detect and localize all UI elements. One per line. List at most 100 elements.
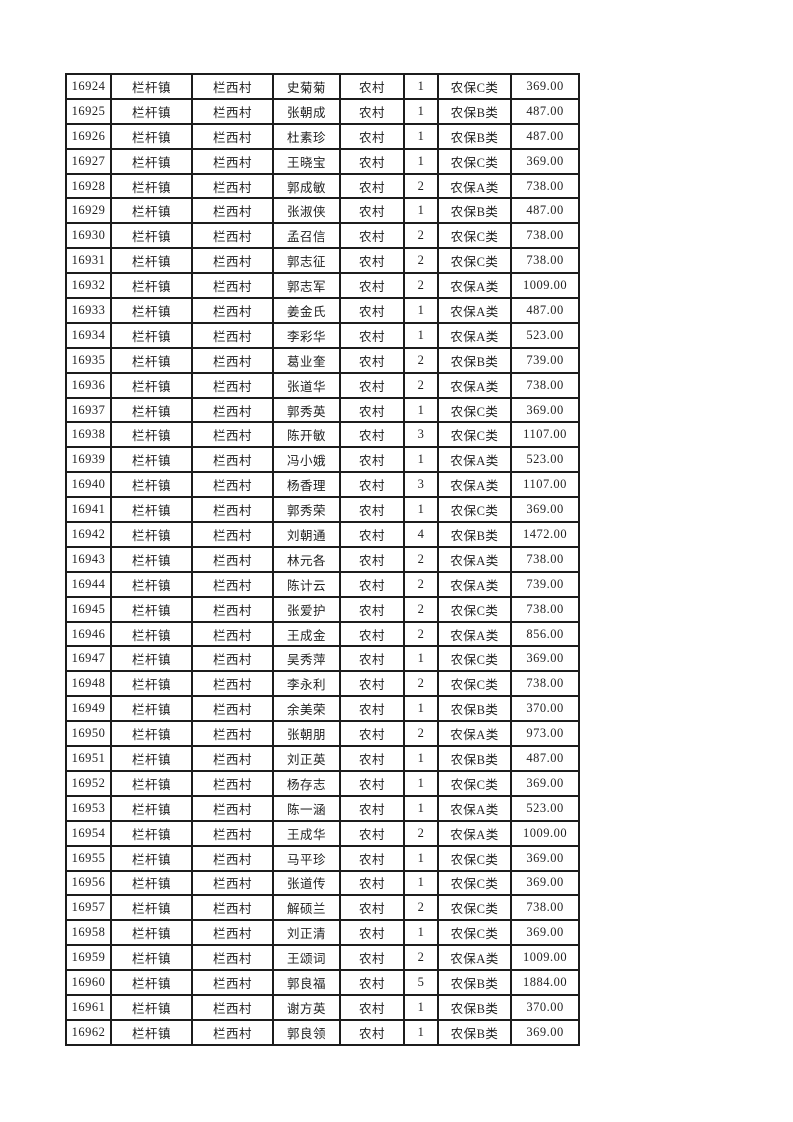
- cell-village: 栏西村: [191, 471, 274, 499]
- cell-name: 姜金氏: [272, 297, 341, 324]
- cell-village: 栏西村: [191, 272, 274, 300]
- cell-name: 王颂词: [272, 944, 341, 972]
- cell-category: 农保C类: [437, 645, 512, 673]
- cell-id: 16954: [65, 819, 112, 847]
- cell-category: 农保A类: [437, 471, 512, 499]
- cell-type: 农村: [339, 73, 405, 100]
- table-row: 16946 栏杆镇 栏西村 王成金 农村 2 农保A类 856.00: [65, 620, 580, 648]
- cell-id: 16957: [65, 894, 112, 922]
- cell-town: 栏杆镇: [110, 595, 193, 623]
- cell-amount: 738.00: [510, 595, 580, 623]
- cell-type: 农村: [339, 297, 405, 324]
- cell-id: 16931: [65, 247, 112, 275]
- cell-id: 16945: [65, 595, 112, 623]
- cell-amount: 738.00: [510, 371, 580, 399]
- cell-type: 农村: [339, 894, 405, 922]
- cell-village: 栏西村: [191, 297, 274, 324]
- cell-count: 5: [403, 969, 439, 996]
- table-row: 16926 栏杆镇 栏西村 杜素珍 农村 1 农保B类 487.00: [65, 122, 580, 150]
- cell-count: 1: [403, 745, 439, 772]
- table-row: 16935 栏杆镇 栏西村 葛业奎 农村 2 农保B类 739.00: [65, 346, 580, 374]
- cell-name: 马平珍: [272, 844, 341, 872]
- cell-amount: 739.00: [510, 346, 580, 374]
- cell-count: 2: [403, 595, 439, 623]
- cell-id: 16962: [65, 1018, 112, 1046]
- cell-count: 1: [403, 794, 439, 822]
- cell-town: 栏杆镇: [110, 670, 193, 698]
- cell-town: 栏杆镇: [110, 1018, 193, 1046]
- cell-name: 葛业奎: [272, 346, 341, 374]
- cell-type: 农村: [339, 421, 405, 449]
- cell-town: 栏杆镇: [110, 147, 193, 175]
- cell-id: 16955: [65, 844, 112, 872]
- cell-village: 栏西村: [191, 122, 274, 150]
- cell-town: 栏杆镇: [110, 346, 193, 374]
- cell-type: 农村: [339, 695, 405, 723]
- cell-amount: 370.00: [510, 695, 580, 723]
- cell-category: 农保C类: [437, 147, 512, 175]
- table-row: 16954 栏杆镇 栏西村 王成华 农村 2 农保A类 1009.00: [65, 819, 580, 847]
- cell-count: 2: [403, 670, 439, 698]
- cell-amount: 369.00: [510, 919, 580, 947]
- cell-category: 农保A类: [437, 272, 512, 300]
- cell-amount: 369.00: [510, 869, 580, 897]
- table-body: 16924 栏杆镇 栏西村 史菊菊 农村 1 农保C类 369.00 16925 栏杆镇 栏西村 张朝…: [65, 73, 580, 1046]
- cell-name: 史菊菊: [272, 73, 341, 100]
- table-row: 16933 栏杆镇 栏西村 姜金氏 农村 1 农保A类 487.00: [65, 297, 580, 324]
- cell-count: 2: [403, 222, 439, 250]
- cell-village: 栏西村: [191, 944, 274, 972]
- cell-amount: 739.00: [510, 570, 580, 598]
- cell-type: 农村: [339, 944, 405, 972]
- cell-count: 1: [403, 321, 439, 349]
- cell-category: 农保A类: [437, 371, 512, 399]
- table-row: 16947 栏杆镇 栏西村 吴秀萍 农村 1 农保C类 369.00: [65, 645, 580, 673]
- cell-type: 农村: [339, 197, 405, 225]
- cell-count: 2: [403, 944, 439, 972]
- cell-amount: 487.00: [510, 745, 580, 772]
- cell-village: 栏西村: [191, 197, 274, 225]
- cell-amount: 1009.00: [510, 944, 580, 972]
- cell-name: 李彩华: [272, 321, 341, 349]
- cell-type: 农村: [339, 521, 405, 548]
- cell-village: 栏西村: [191, 545, 274, 573]
- cell-name: 郭志征: [272, 247, 341, 275]
- cell-category: 农保A类: [437, 446, 512, 474]
- cell-town: 栏杆镇: [110, 396, 193, 424]
- cell-village: 栏西村: [191, 371, 274, 399]
- cell-id: 16943: [65, 545, 112, 573]
- cell-count: 1: [403, 844, 439, 872]
- table-row: 16927 栏杆镇 栏西村 王晓宝 农村 1 农保C类 369.00: [65, 147, 580, 175]
- cell-name: 张朝成: [272, 97, 341, 125]
- cell-id: 16959: [65, 944, 112, 972]
- cell-id: 16950: [65, 720, 112, 748]
- cell-count: 2: [403, 894, 439, 922]
- table-row: 16939 栏杆镇 栏西村 冯小娥 农村 1 农保A类 523.00: [65, 446, 580, 474]
- cell-type: 农村: [339, 869, 405, 897]
- cell-name: 陈一涵: [272, 794, 341, 822]
- cell-village: 栏西村: [191, 794, 274, 822]
- cell-category: 农保B类: [437, 122, 512, 150]
- cell-id: 16951: [65, 745, 112, 772]
- cell-name: 郭志军: [272, 272, 341, 300]
- cell-id: 16940: [65, 471, 112, 499]
- cell-name: 张爱护: [272, 595, 341, 623]
- benefit-roster-table: 16924 栏杆镇 栏西村 史菊菊 农村 1 农保C类 369.00 16925 栏杆镇 栏西村 张朝…: [65, 73, 580, 1046]
- table-row: 16960 栏杆镇 栏西村 郭良福 农村 5 农保B类 1884.00: [65, 969, 580, 996]
- cell-village: 栏西村: [191, 172, 274, 200]
- cell-amount: 523.00: [510, 446, 580, 474]
- cell-type: 农村: [339, 97, 405, 125]
- cell-name: 解硕兰: [272, 894, 341, 922]
- table-row: 16942 栏杆镇 栏西村 刘朝通 农村 4 农保B类 1472.00: [65, 521, 580, 548]
- cell-count: 2: [403, 272, 439, 300]
- cell-id: 16925: [65, 97, 112, 125]
- cell-type: 农村: [339, 745, 405, 772]
- table-row: 16950 栏杆镇 栏西村 张朝朋 农村 2 农保A类 973.00: [65, 720, 580, 748]
- table-row: 16958 栏杆镇 栏西村 刘正清 农村 1 农保C类 369.00: [65, 919, 580, 947]
- cell-type: 农村: [339, 346, 405, 374]
- cell-count: 1: [403, 147, 439, 175]
- cell-category: 农保A类: [437, 720, 512, 748]
- cell-category: 农保C类: [437, 844, 512, 872]
- cell-id: 16956: [65, 869, 112, 897]
- cell-category: 农保C类: [437, 595, 512, 623]
- cell-count: 2: [403, 371, 439, 399]
